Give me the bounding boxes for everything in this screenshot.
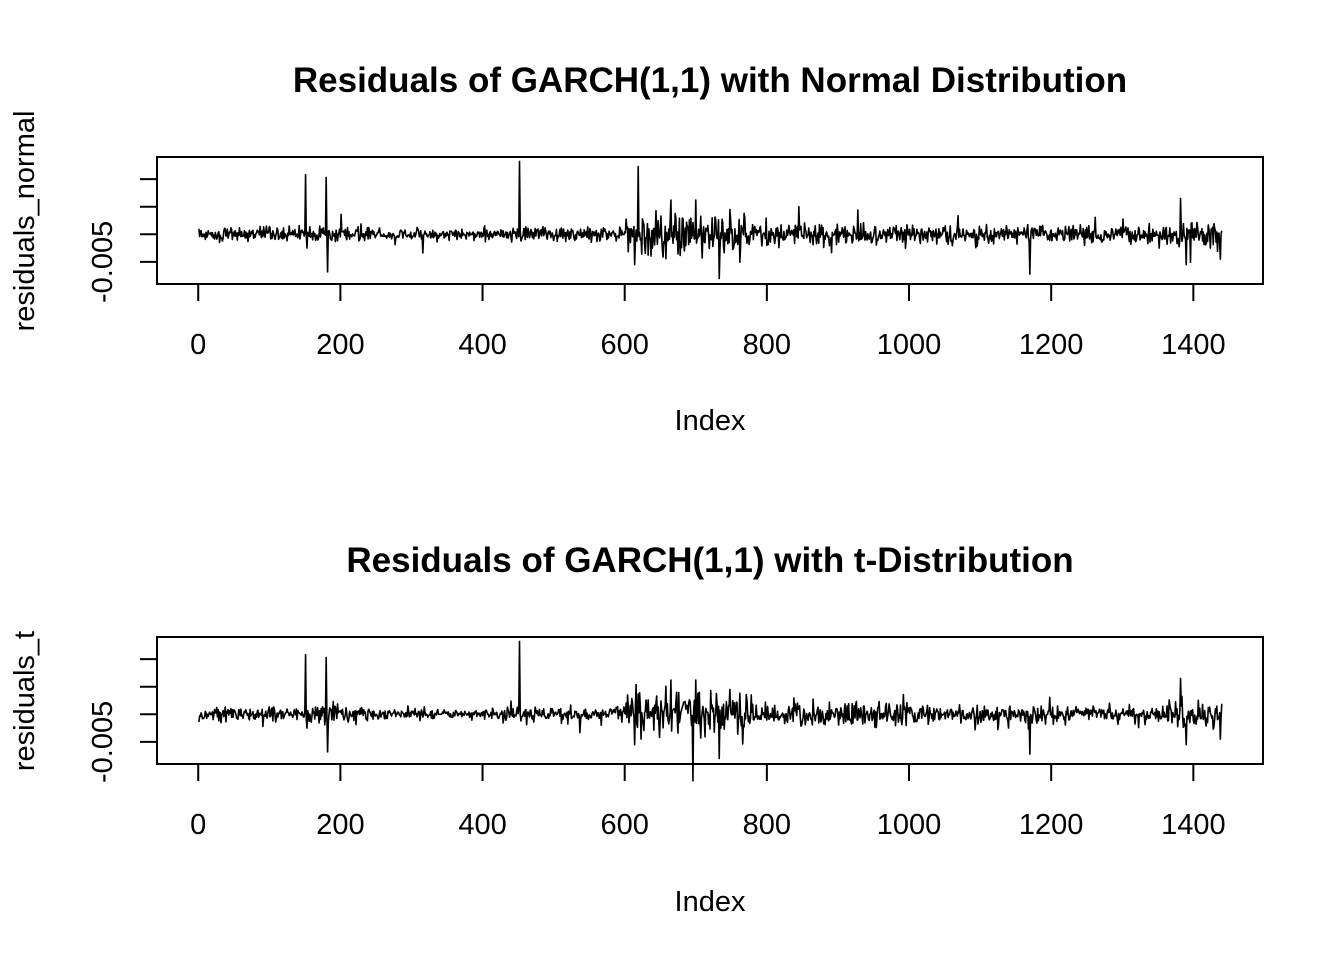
x-tick-label: 800	[743, 809, 791, 841]
x-tick-label: 800	[743, 329, 791, 361]
x-axis: 0 200 400 600 800 1000 1200 1400	[190, 284, 1226, 361]
x-tick-label: 1200	[1019, 809, 1084, 841]
y-tick-label: -0.005	[87, 221, 119, 303]
x-tick-label: 1400	[1161, 809, 1226, 841]
x-tick-label: 1200	[1019, 329, 1084, 361]
chart-panel-normal: Residuals of GARCH(1,1) with Normal Dist…	[9, 61, 1264, 437]
series-line-residuals-normal	[198, 160, 1223, 280]
y-tick-label: -0.005	[87, 701, 119, 783]
x-axis-label: Index	[675, 405, 746, 437]
x-tick-label: 600	[601, 329, 649, 361]
y-axis-label: residuals_t	[9, 631, 41, 771]
x-axis: 0 200 400 600 800 1000 1200 1400	[190, 764, 1226, 841]
x-tick-label: 200	[316, 809, 364, 841]
x-tick-label: 1000	[877, 329, 942, 361]
chart-title: Residuals of GARCH(1,1) with Normal Dist…	[293, 61, 1127, 100]
x-tick-label: 0	[190, 329, 206, 361]
x-tick-label: 1400	[1161, 329, 1226, 361]
series-line-residuals-t	[198, 640, 1223, 782]
x-tick-label: 0	[190, 809, 206, 841]
x-tick-label: 400	[458, 809, 506, 841]
x-axis-label: Index	[675, 886, 746, 918]
x-tick-label: 600	[601, 809, 649, 841]
chart-panel-t: Residuals of GARCH(1,1) with t-Distribut…	[9, 541, 1264, 918]
x-tick-label: 200	[316, 329, 364, 361]
plot-frame	[156, 636, 1264, 765]
y-axis: -0.005	[87, 658, 157, 783]
y-axis-label: residuals_normal	[9, 111, 41, 332]
x-tick-label: 1000	[877, 809, 942, 841]
plot-frame	[156, 156, 1264, 285]
y-axis: -0.005	[87, 178, 157, 303]
chart-title: Residuals of GARCH(1,1) with t-Distribut…	[346, 541, 1073, 580]
x-tick-label: 400	[458, 329, 506, 361]
